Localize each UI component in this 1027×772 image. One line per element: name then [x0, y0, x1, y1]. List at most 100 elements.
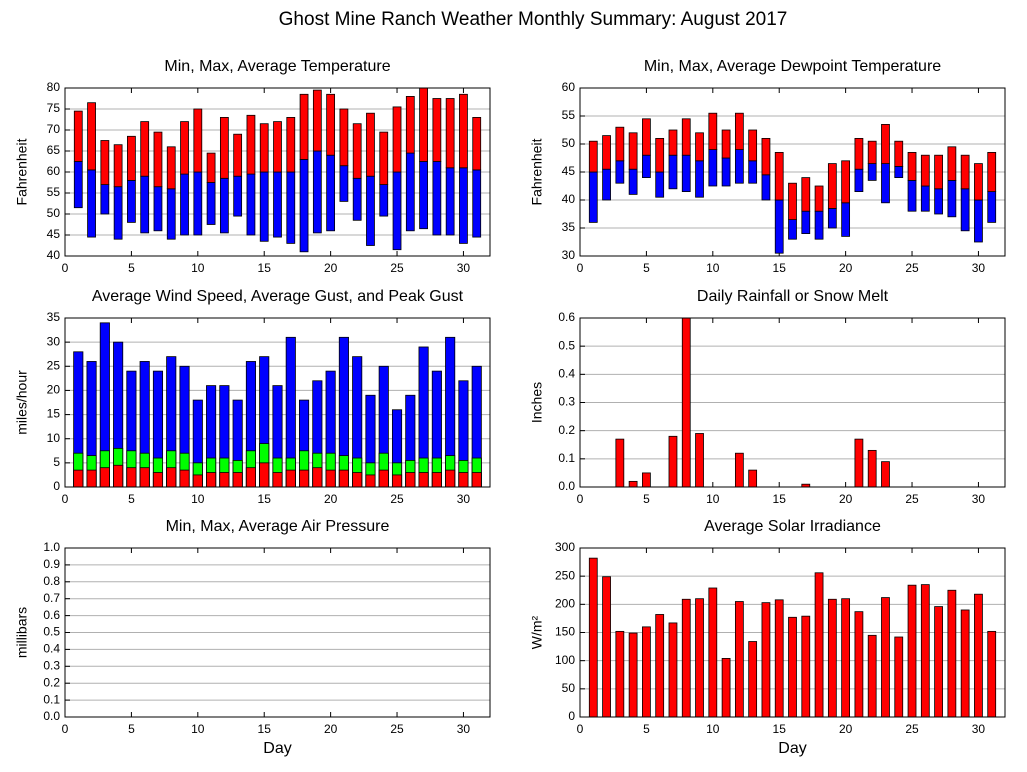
bar — [628, 480, 638, 488]
bar — [378, 469, 389, 488]
bar — [854, 438, 864, 488]
panel-title: Min, Max, Average Air Pressure — [166, 518, 390, 535]
panel-title: Daily Rainfall or Snow Melt — [697, 288, 889, 305]
y-tick-label: 0 — [568, 709, 575, 723]
low-range-bar — [312, 150, 322, 234]
high-range-bar — [907, 151, 917, 181]
high-range-bar — [774, 151, 784, 201]
y-tick-label: 0.7 — [43, 591, 60, 605]
bar — [907, 584, 917, 718]
y-tick-label: 150 — [555, 625, 575, 639]
bar — [245, 467, 256, 488]
x-tick-label: 25 — [390, 492, 404, 506]
bar — [431, 472, 442, 488]
bar — [272, 472, 283, 488]
y-tick-label: 0.4 — [558, 367, 575, 381]
y-tick-label: 0.1 — [558, 451, 575, 465]
y-tick-label: 0.3 — [43, 658, 60, 672]
high-range-bar — [153, 131, 163, 188]
bar — [642, 472, 651, 488]
high-range-bar — [445, 98, 455, 169]
x-tick-label: 5 — [128, 492, 135, 506]
low-range-bar — [907, 179, 917, 212]
x-tick-label: 0 — [577, 722, 584, 736]
high-range-bar — [721, 129, 731, 159]
high-range-bar — [127, 135, 136, 181]
y-tick-label: 30 — [47, 334, 61, 348]
low-range-bar — [934, 188, 943, 215]
x-tick-label: 30 — [972, 492, 986, 506]
bar — [655, 614, 665, 718]
plot-frame — [64, 317, 491, 488]
bar — [391, 474, 403, 488]
low-range-bar — [602, 168, 611, 201]
bar — [681, 598, 691, 718]
page-title: Ghost Mine Ranch Weather Monthly Summary… — [279, 9, 788, 30]
y-axis-label: Inches — [529, 382, 545, 423]
y-tick-label: 15 — [47, 407, 61, 421]
low-range-bar — [352, 177, 362, 221]
x-tick-label: 0 — [62, 261, 69, 275]
y-axis-label: Fahrenheit — [14, 138, 30, 205]
low-range-bar — [734, 149, 744, 184]
bar — [338, 469, 349, 488]
high-range-bar — [987, 151, 997, 192]
bar — [418, 472, 429, 488]
low-range-bar — [947, 179, 957, 218]
x-tick-label: 0 — [577, 261, 584, 275]
low-range-bar — [379, 184, 389, 217]
x-tick-label: 0 — [62, 722, 69, 736]
bar — [668, 622, 678, 718]
high-range-bar — [273, 121, 282, 173]
bar — [192, 474, 203, 488]
high-range-bar — [326, 93, 336, 156]
bar — [126, 467, 137, 488]
y-tick-label: 100 — [555, 653, 575, 667]
bar — [405, 472, 416, 488]
high-range-bar — [459, 93, 468, 169]
high-range-bar — [219, 117, 229, 179]
bar — [445, 469, 456, 488]
low-range-bar — [299, 158, 309, 253]
high-range-bar — [246, 114, 256, 175]
y-tick-label: 50 — [47, 206, 61, 220]
x-tick-label: 10 — [706, 722, 720, 736]
low-range-bar — [392, 171, 402, 251]
high-range-bar — [339, 108, 349, 167]
x-axis-label: Day — [778, 740, 806, 757]
x-tick-label: 15 — [258, 261, 272, 275]
bar — [894, 636, 904, 718]
bar — [960, 609, 970, 718]
low-range-bar — [801, 210, 811, 234]
y-tick-label: 0.6 — [43, 608, 60, 622]
y-tick-label: 40 — [47, 248, 61, 262]
high-range-bar — [87, 102, 96, 171]
low-range-bar — [459, 167, 468, 244]
high-range-bar — [405, 96, 415, 154]
y-axis-label: Fahrenheit — [529, 138, 545, 205]
plot-frame — [579, 87, 1006, 257]
bar — [748, 469, 758, 488]
panel-title: Min, Max, Average Dewpoint Temperature — [644, 58, 941, 75]
high-range-bar — [947, 146, 957, 181]
x-tick-label: 20 — [324, 261, 338, 275]
x-tick-label: 30 — [457, 492, 471, 506]
low-range-bar — [628, 168, 638, 195]
low-range-bar — [419, 161, 428, 230]
low-range-bar — [87, 169, 96, 238]
low-range-bar — [219, 177, 229, 234]
high-range-bar — [299, 93, 309, 160]
low-range-bar — [432, 161, 442, 236]
bar — [867, 449, 877, 488]
high-range-bar — [801, 177, 811, 212]
low-range-bar — [193, 171, 203, 236]
y-tick-label: 1.0 — [43, 540, 60, 554]
high-range-bar — [472, 117, 482, 171]
bar — [602, 576, 611, 718]
bar — [588, 557, 598, 718]
x-tick-label: 20 — [324, 722, 338, 736]
low-range-bar — [259, 171, 269, 242]
bar — [881, 597, 890, 718]
plot-frame — [579, 547, 1006, 718]
high-range-bar — [233, 133, 243, 177]
